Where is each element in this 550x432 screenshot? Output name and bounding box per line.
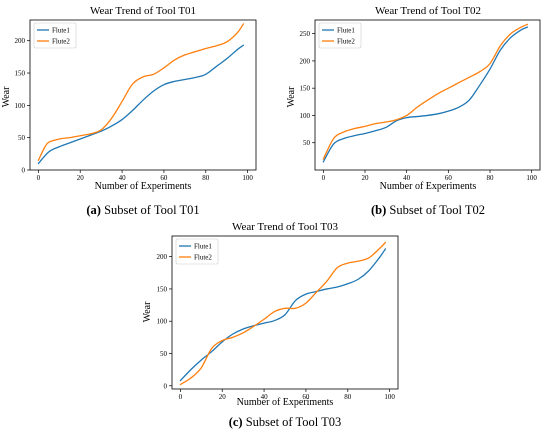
y-axis-label: Wear xyxy=(1,86,12,108)
x-tick-label: 100 xyxy=(526,174,537,182)
legend-label: Flute2 xyxy=(337,38,355,46)
chart-panel-t02: Wear Trend of Tool T02 Wear Number of Ex… xyxy=(286,5,541,217)
caption-label: (b) xyxy=(371,203,386,217)
y-tick-label: 150 xyxy=(15,70,26,78)
x-tick-label: 0 xyxy=(179,393,183,401)
chart-title: Wear Trend of Tool T03 xyxy=(232,221,339,233)
caption-text: Subset of Tool T01 xyxy=(101,203,200,217)
series-line-flute2 xyxy=(179,241,387,386)
legend-box xyxy=(33,22,77,49)
x-tick-label: 60 xyxy=(302,393,310,401)
x-axis-label: Number of Experiments xyxy=(380,181,477,192)
y-tick-label: 200 xyxy=(15,37,26,45)
series-line-flute1 xyxy=(179,248,387,382)
y-axis-label: Wear xyxy=(142,301,153,323)
series-line-flute2 xyxy=(322,23,529,160)
x-tick-label: 100 xyxy=(242,174,253,182)
caption-label: (a) xyxy=(86,203,101,217)
y-tick-label: 100 xyxy=(157,318,168,326)
legend-label: Flute1 xyxy=(337,27,355,35)
legend-label: Flute2 xyxy=(52,38,70,46)
series-line-flute2 xyxy=(37,23,245,161)
x-tick-label: 80 xyxy=(487,174,495,182)
y-tick-label: 0 xyxy=(164,382,168,390)
y-tick-label: 100 xyxy=(15,102,26,110)
legend-label: Flute1 xyxy=(194,243,212,251)
caption: (b) Subset of Tool T02 xyxy=(371,203,485,217)
series-line-flute1 xyxy=(37,44,245,165)
caption-text: Subset of Tool T02 xyxy=(386,203,485,217)
caption-label: (c) xyxy=(229,415,243,429)
x-tick-label: 0 xyxy=(37,174,41,182)
chart-panel-t03: Wear Trend of Tool T03 Wear Number of Ex… xyxy=(142,221,399,429)
x-tick-label: 40 xyxy=(119,174,127,182)
y-tick-label: 150 xyxy=(300,85,311,93)
legend-box xyxy=(175,238,219,265)
x-axis-label: Number of Experiments xyxy=(95,181,192,192)
x-tick-label: 80 xyxy=(202,174,210,182)
x-tick-label: 60 xyxy=(445,174,453,182)
legend-box xyxy=(318,22,362,49)
x-tick-label: 20 xyxy=(362,174,370,182)
chart-panel-t01: Wear Trend of Tool T01 Wear Number of Ex… xyxy=(1,5,257,217)
x-tick-label: 20 xyxy=(219,393,227,401)
x-tick-label: 40 xyxy=(261,393,269,401)
caption: (a) Subset of Tool T01 xyxy=(86,203,199,217)
x-tick-label: 0 xyxy=(322,174,326,182)
y-tick-label: 150 xyxy=(157,285,168,293)
x-tick-label: 100 xyxy=(384,393,395,401)
caption: (c) Subset of Tool T03 xyxy=(229,415,342,429)
y-tick-label: 0 xyxy=(22,167,26,175)
chart-title: Wear Trend of Tool T02 xyxy=(375,5,481,17)
y-tick-label: 50 xyxy=(160,350,168,358)
y-tick-label: 250 xyxy=(300,30,311,38)
x-tick-label: 60 xyxy=(160,174,168,182)
series-line-flute1 xyxy=(322,26,529,163)
x-tick-label: 20 xyxy=(77,174,85,182)
y-tick-label: 50 xyxy=(18,134,26,142)
x-tick-label: 80 xyxy=(344,393,352,401)
y-tick-label: 100 xyxy=(300,112,311,120)
x-tick-label: 40 xyxy=(403,174,411,182)
y-tick-label: 200 xyxy=(157,253,168,261)
x-axis-label: Number of Experiments xyxy=(237,397,334,408)
caption-text: Subset of Tool T03 xyxy=(243,415,342,429)
plot-frame xyxy=(171,235,399,390)
plot-frame xyxy=(314,19,541,171)
y-tick-label: 200 xyxy=(300,57,311,65)
chart-title: Wear Trend of Tool T01 xyxy=(90,5,196,17)
legend-label: Flute1 xyxy=(52,27,70,35)
y-tick-label: 50 xyxy=(303,139,311,147)
y-axis-label: Wear xyxy=(286,86,297,108)
legend-label: Flute2 xyxy=(194,254,212,262)
plot-frame xyxy=(29,19,257,171)
